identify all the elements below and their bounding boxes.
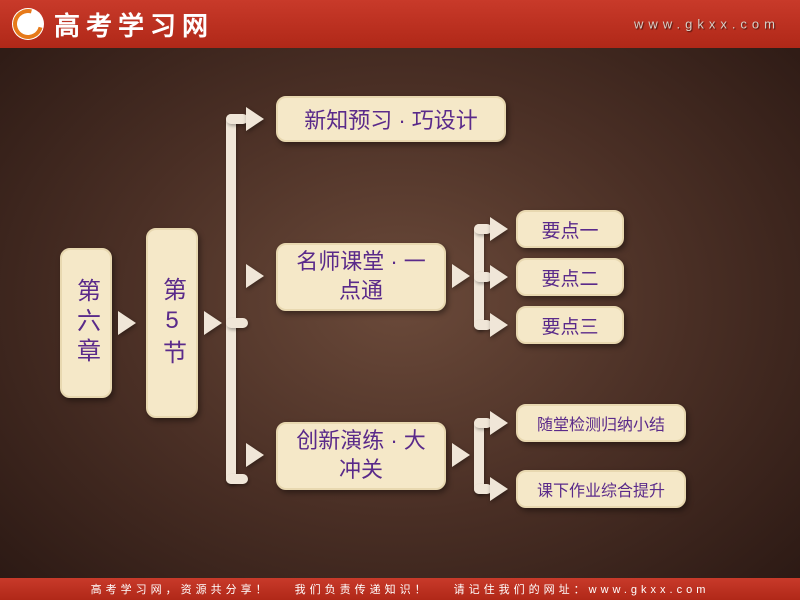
header-bar: 高考学习网 www.gkxx.com <box>0 0 800 48</box>
connector <box>226 318 248 328</box>
node-chapter: 第六章 <box>60 248 112 398</box>
arrow-icon <box>204 311 222 335</box>
connector <box>226 114 236 484</box>
arrow-icon <box>490 265 508 289</box>
node-b3-2: 课下作业综合提升 <box>516 470 686 508</box>
arrow-icon <box>246 443 264 467</box>
arrow-icon <box>246 264 264 288</box>
node-b3-1: 随堂检测归纳小结 <box>516 404 686 442</box>
flowchart-canvas: 第六章 第5节 新知预习 · 巧设计 名师课堂 · 一点通 要点一 要点二 要点… <box>0 48 800 578</box>
arrow-icon <box>490 477 508 501</box>
node-branch-2: 名师课堂 · 一点通 <box>276 243 446 311</box>
footer-right: 请记住我们的网址：www.gkxx.com <box>454 581 710 597</box>
arrow-icon <box>490 217 508 241</box>
arrow-icon <box>490 313 508 337</box>
connector <box>226 114 248 124</box>
node-section: 第5节 <box>146 228 198 418</box>
footer-mid: 我们负责传递知识！ <box>295 581 430 597</box>
footer-left: 高考学习网，资源共分享！ <box>91 581 271 597</box>
node-point-1: 要点一 <box>516 210 624 248</box>
arrow-icon <box>246 107 264 131</box>
connector <box>474 418 484 494</box>
site-url-top: www.gkxx.com <box>634 17 780 32</box>
node-branch-1: 新知预习 · 巧设计 <box>276 96 506 142</box>
site-title: 高考学习网 <box>54 6 214 43</box>
footer-bar: 高考学习网，资源共分享！ 我们负责传递知识！ 请记住我们的网址：www.gkxx… <box>0 578 800 600</box>
arrow-icon <box>452 264 470 288</box>
connector <box>226 474 248 484</box>
node-branch-3: 创新演练 · 大冲关 <box>276 422 446 490</box>
arrow-icon <box>452 443 470 467</box>
node-point-3: 要点三 <box>516 306 624 344</box>
arrow-icon <box>490 411 508 435</box>
arrow-icon <box>118 311 136 335</box>
node-point-2: 要点二 <box>516 258 624 296</box>
site-logo-icon <box>12 8 44 40</box>
